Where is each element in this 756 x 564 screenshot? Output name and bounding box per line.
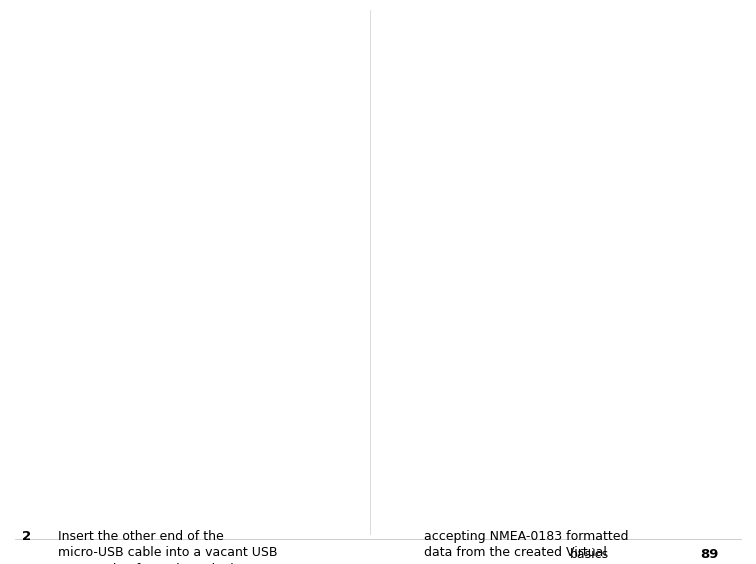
Text: data from the created Virtual: data from the created Virtual: [424, 547, 607, 559]
Text: micro-USB cable into a vacant USB: micro-USB cable into a vacant USB: [58, 547, 277, 559]
Text: 2: 2: [22, 530, 31, 543]
Text: basics: basics: [570, 548, 609, 561]
Text: accepting NMEA-0183 formatted: accepting NMEA-0183 formatted: [424, 530, 628, 543]
Text: 89: 89: [700, 548, 718, 561]
Text: COMM port.: COMM port.: [424, 563, 497, 564]
Text: receptacle of your host device. A: receptacle of your host device. A: [58, 563, 265, 564]
Text: Insert the other end of the: Insert the other end of the: [58, 530, 224, 543]
